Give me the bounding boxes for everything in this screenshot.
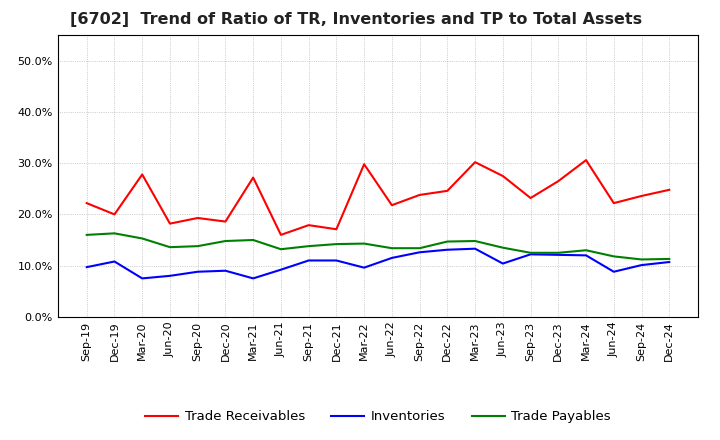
Trade Receivables <box>609 201 618 206</box>
Text: [6702]  Trend of Ratio of TR, Inventories and TP to Total Assets: [6702] Trend of Ratio of TR, Inventories… <box>71 12 642 27</box>
Trade Payables <box>166 245 174 250</box>
Trade Payables <box>110 231 119 236</box>
Trade Receivables <box>305 223 313 228</box>
Trade Receivables <box>82 201 91 206</box>
Trade Payables <box>82 232 91 238</box>
Line: Trade Payables: Trade Payables <box>86 233 670 260</box>
Trade Payables <box>138 236 147 241</box>
Trade Payables <box>305 243 313 249</box>
Inventories <box>221 268 230 273</box>
Trade Receivables <box>332 227 341 232</box>
Trade Payables <box>415 246 424 251</box>
Trade Payables <box>249 237 258 242</box>
Inventories <box>332 258 341 263</box>
Trade Receivables <box>443 188 451 194</box>
Trade Payables <box>360 241 369 246</box>
Trade Receivables <box>415 192 424 198</box>
Inventories <box>498 261 507 266</box>
Inventories <box>415 249 424 255</box>
Inventories <box>637 262 646 268</box>
Trade Payables <box>194 243 202 249</box>
Inventories <box>665 259 674 264</box>
Trade Receivables <box>554 179 562 184</box>
Inventories <box>582 253 590 258</box>
Trade Receivables <box>249 175 258 180</box>
Trade Payables <box>443 239 451 244</box>
Trade Payables <box>554 250 562 256</box>
Inventories <box>609 269 618 275</box>
Inventories <box>443 247 451 253</box>
Inventories <box>360 265 369 270</box>
Inventories <box>138 276 147 281</box>
Trade Receivables <box>526 195 535 201</box>
Inventories <box>526 252 535 257</box>
Trade Receivables <box>665 187 674 192</box>
Inventories <box>110 259 119 264</box>
Inventories <box>305 258 313 263</box>
Trade Receivables <box>166 221 174 226</box>
Inventories <box>554 252 562 257</box>
Inventories <box>82 264 91 270</box>
Inventories <box>387 255 396 260</box>
Trade Receivables <box>276 232 285 238</box>
Trade Receivables <box>582 158 590 163</box>
Trade Receivables <box>471 160 480 165</box>
Trade Payables <box>637 257 646 262</box>
Trade Receivables <box>360 161 369 167</box>
Trade Payables <box>221 238 230 244</box>
Trade Receivables <box>498 173 507 179</box>
Inventories <box>166 273 174 279</box>
Trade Payables <box>498 245 507 250</box>
Line: Inventories: Inventories <box>86 249 670 279</box>
Trade Receivables <box>387 202 396 208</box>
Inventories <box>276 267 285 272</box>
Legend: Trade Receivables, Inventories, Trade Payables: Trade Receivables, Inventories, Trade Pa… <box>140 405 616 429</box>
Trade Receivables <box>637 193 646 198</box>
Trade Receivables <box>194 215 202 220</box>
Trade Receivables <box>138 172 147 177</box>
Trade Payables <box>526 250 535 256</box>
Trade Payables <box>387 246 396 251</box>
Trade Payables <box>471 238 480 244</box>
Trade Payables <box>665 257 674 262</box>
Trade Payables <box>332 242 341 247</box>
Trade Payables <box>609 254 618 259</box>
Line: Trade Receivables: Trade Receivables <box>86 160 670 235</box>
Trade Payables <box>582 248 590 253</box>
Trade Receivables <box>110 212 119 217</box>
Inventories <box>249 276 258 281</box>
Inventories <box>471 246 480 251</box>
Inventories <box>194 269 202 275</box>
Trade Receivables <box>221 219 230 224</box>
Trade Payables <box>276 246 285 252</box>
